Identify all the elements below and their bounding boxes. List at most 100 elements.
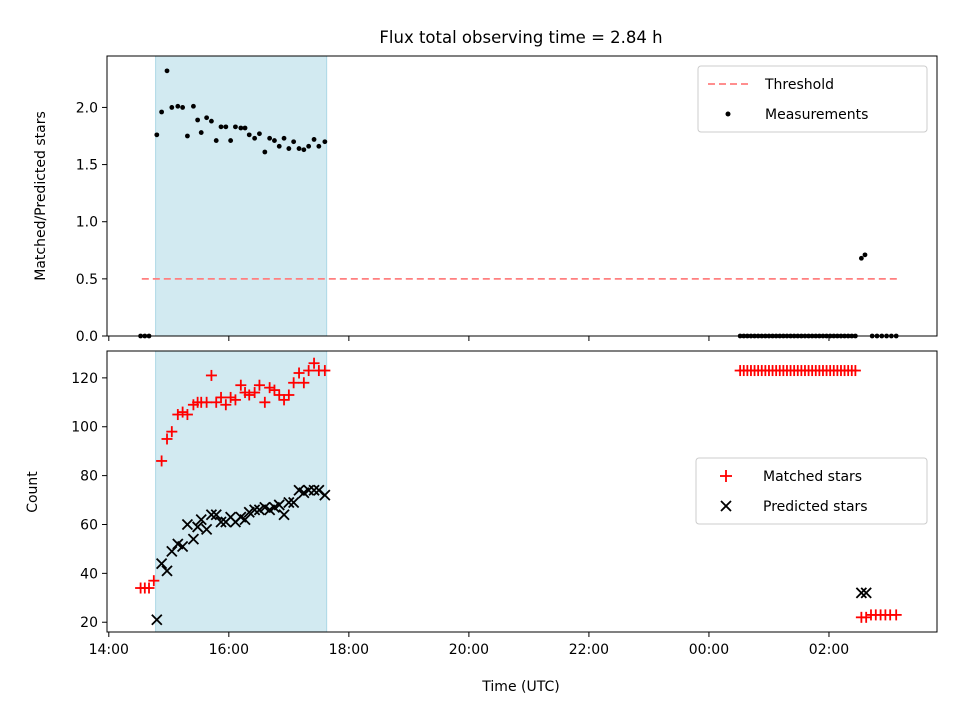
legend-threshold-label: Threshold <box>764 77 834 93</box>
measurement-point <box>223 124 229 130</box>
matched-star-point <box>177 406 189 418</box>
matched-star-point <box>273 389 285 401</box>
x-tick-label: 14:00 <box>89 642 129 658</box>
legend-measurements-swatch <box>725 111 731 117</box>
top-legend-box <box>697 65 928 133</box>
measurement-point <box>175 103 181 109</box>
predicted-star-point <box>151 614 163 626</box>
matched-star-point <box>172 409 184 421</box>
top-ylabel: Matched/Predicted stars <box>33 111 49 281</box>
measurement-point <box>267 135 273 141</box>
measurement-point <box>858 255 864 261</box>
measurement-point <box>154 132 160 138</box>
matched-star-points <box>135 357 902 623</box>
y-tick-label: 40 <box>80 566 98 582</box>
measurement-point <box>169 105 175 110</box>
matched-star-point <box>288 377 300 389</box>
y-tick-label: 100 <box>71 420 98 436</box>
predicted-star-point <box>176 540 189 553</box>
top-x-ticks <box>108 336 830 341</box>
measurement-point <box>322 139 328 145</box>
measurement-point <box>301 147 307 153</box>
measurement-point <box>246 132 252 138</box>
predicted-star-point <box>855 587 868 599</box>
predicted-star-point <box>239 513 251 526</box>
predicted-star-point <box>278 509 290 521</box>
matched-star-point <box>303 365 315 377</box>
matched-star-point <box>293 367 305 379</box>
measurement-point <box>191 103 196 109</box>
matched-star-point <box>268 384 280 396</box>
matched-star-point <box>225 391 237 403</box>
measurement-point <box>272 138 277 143</box>
measurement-point <box>281 135 287 141</box>
x-axis-label: Time (UTC) <box>481 679 559 695</box>
measurement-point <box>233 124 238 130</box>
measurement-point <box>306 143 312 149</box>
matched-star-point <box>243 389 255 401</box>
measurement-point <box>164 68 170 74</box>
matched-star-point <box>229 394 241 406</box>
y-tick-label: 0.5 <box>76 272 98 288</box>
predicted-star-point <box>195 513 207 526</box>
matched-star-point <box>220 399 232 411</box>
matched-star-point <box>264 382 276 394</box>
legend-predicted-label: Predicted stars <box>763 499 868 515</box>
y-tick-label: 120 <box>71 371 98 387</box>
matched-star-point <box>210 396 222 408</box>
top-legend: Threshold Measurements <box>697 65 928 133</box>
matched-star-point <box>201 396 213 408</box>
predicted-star-point <box>210 509 222 521</box>
matched-star-point <box>235 379 247 391</box>
bottom-panel: 20 40 60 80 100 120 14:00 16:00 18:00 20:00 22:00… <box>25 350 938 695</box>
top-panel: 0.00.51.01.52.0 Matched/Predicted stars … <box>33 55 938 345</box>
legend-measurements-label: Measurements <box>765 107 868 123</box>
bottom-axes-frame <box>106 350 938 633</box>
measurement-point <box>159 109 165 115</box>
y-tick-label: 1.5 <box>76 158 98 174</box>
top-axes-frame <box>106 55 938 337</box>
matched-star-point <box>156 455 168 467</box>
chart-title: Flux total observing time = 2.84 h <box>379 28 662 47</box>
matched-star-point <box>860 611 872 623</box>
matched-star-point <box>205 369 217 381</box>
measurement-point <box>228 138 234 143</box>
measurement-point <box>296 146 302 151</box>
top-span <box>155 55 328 337</box>
measurement-point <box>180 105 186 110</box>
matched-star-point <box>283 389 295 401</box>
predicted-star-point <box>200 523 213 536</box>
measurement-point <box>204 115 210 121</box>
predicted-star-point <box>248 504 261 516</box>
measurement-point <box>213 138 219 143</box>
measurement-point <box>238 125 244 131</box>
measurement-point <box>291 139 297 145</box>
legend-predicted-swatch <box>720 500 732 512</box>
predicted-star-point <box>860 587 872 599</box>
matched-star-point <box>161 433 173 445</box>
predicted-star-point <box>187 533 200 545</box>
predicted-star-point <box>205 509 218 521</box>
x-tick-label: 02:00 <box>809 642 849 658</box>
matched-star-point <box>319 365 331 377</box>
x-tick-label: 00:00 <box>689 642 729 658</box>
matched-star-point <box>849 365 861 377</box>
bottom-ylabel: Count <box>25 471 41 513</box>
x-tick-label: 18:00 <box>329 642 369 658</box>
matched-star-point <box>249 387 261 399</box>
matched-star-point <box>215 391 227 403</box>
measurement-point <box>195 117 201 123</box>
predicted-star-point <box>155 557 168 570</box>
measurement-point <box>276 143 282 149</box>
x-tick-label: 16:00 <box>209 642 249 658</box>
bottom-legend-box <box>695 457 928 525</box>
measurement-point <box>242 125 248 131</box>
y-tick-label: 80 <box>80 469 98 485</box>
matched-star-point <box>298 377 310 389</box>
matched-star-point <box>253 379 265 391</box>
measurement-point <box>218 124 224 130</box>
predicted-star-point <box>215 516 227 528</box>
predicted-star-point <box>283 496 295 509</box>
predicted-star-point <box>288 496 300 509</box>
